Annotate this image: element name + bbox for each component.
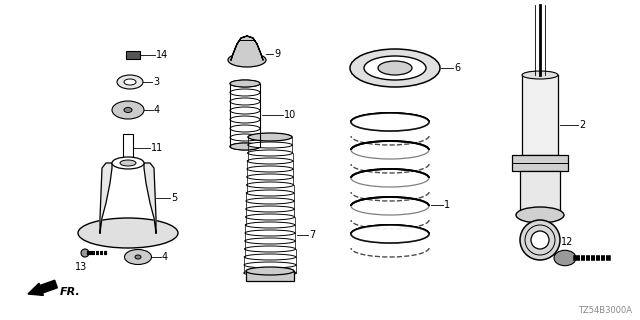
Text: 10: 10	[284, 110, 296, 120]
Ellipse shape	[247, 166, 293, 172]
Ellipse shape	[516, 207, 564, 223]
Ellipse shape	[245, 222, 295, 228]
Ellipse shape	[230, 98, 260, 105]
Ellipse shape	[124, 108, 132, 113]
Ellipse shape	[378, 61, 412, 75]
Text: 3: 3	[153, 77, 159, 87]
Bar	[520, 171, 560, 215]
Ellipse shape	[244, 262, 296, 268]
Text: 6: 6	[454, 63, 460, 73]
Ellipse shape	[247, 158, 292, 164]
Ellipse shape	[112, 157, 144, 169]
Ellipse shape	[248, 150, 292, 156]
Ellipse shape	[248, 134, 292, 140]
Ellipse shape	[230, 80, 260, 87]
Ellipse shape	[246, 190, 294, 196]
Ellipse shape	[230, 134, 260, 141]
Text: FR.: FR.	[60, 287, 81, 297]
Bar	[512, 155, 568, 171]
Text: 4: 4	[154, 105, 160, 115]
Ellipse shape	[244, 270, 296, 276]
Text: 14: 14	[156, 50, 168, 60]
Bar	[246, 271, 294, 281]
Polygon shape	[231, 36, 263, 60]
Ellipse shape	[230, 89, 260, 96]
Ellipse shape	[246, 267, 294, 275]
Ellipse shape	[135, 255, 141, 259]
Ellipse shape	[230, 143, 260, 150]
Ellipse shape	[244, 238, 295, 244]
Text: 11: 11	[151, 143, 163, 153]
Ellipse shape	[248, 133, 292, 141]
Polygon shape	[144, 163, 156, 233]
Text: 13: 13	[75, 262, 87, 272]
Ellipse shape	[246, 214, 294, 220]
Ellipse shape	[531, 231, 549, 249]
Ellipse shape	[245, 230, 295, 236]
Ellipse shape	[554, 250, 576, 266]
Ellipse shape	[246, 206, 294, 212]
Ellipse shape	[246, 182, 294, 188]
Ellipse shape	[364, 56, 426, 80]
Ellipse shape	[522, 71, 558, 79]
Ellipse shape	[520, 220, 560, 260]
Ellipse shape	[230, 80, 260, 87]
Text: 4: 4	[162, 252, 168, 262]
Ellipse shape	[81, 249, 89, 257]
Ellipse shape	[248, 142, 292, 148]
Ellipse shape	[350, 49, 440, 87]
Text: 2: 2	[579, 120, 585, 130]
Ellipse shape	[230, 116, 260, 123]
Bar	[123, 134, 133, 162]
Bar	[126, 51, 140, 59]
Text: TZ54B3000A: TZ54B3000A	[578, 306, 632, 315]
Ellipse shape	[124, 79, 136, 85]
Ellipse shape	[246, 198, 294, 204]
Bar	[522, 75, 558, 155]
Text: 5: 5	[171, 193, 177, 203]
Ellipse shape	[351, 113, 429, 131]
Ellipse shape	[244, 246, 296, 252]
Text: 9: 9	[274, 49, 280, 59]
Ellipse shape	[230, 107, 260, 114]
Ellipse shape	[230, 125, 260, 132]
Ellipse shape	[112, 101, 144, 119]
Ellipse shape	[351, 225, 429, 243]
Ellipse shape	[247, 174, 293, 180]
Ellipse shape	[78, 218, 178, 248]
Ellipse shape	[244, 254, 296, 260]
FancyArrow shape	[28, 280, 58, 295]
Ellipse shape	[228, 53, 266, 67]
Ellipse shape	[120, 160, 136, 166]
Text: 7: 7	[309, 230, 316, 240]
Ellipse shape	[117, 75, 143, 89]
Ellipse shape	[230, 143, 260, 150]
Text: 1: 1	[444, 200, 450, 210]
Text: 12: 12	[561, 237, 573, 247]
Ellipse shape	[125, 250, 152, 265]
Polygon shape	[100, 163, 112, 233]
